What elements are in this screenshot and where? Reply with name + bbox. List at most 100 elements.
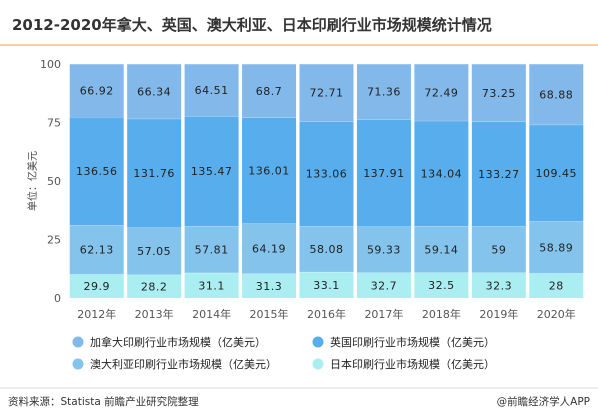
source-note: 资料来源：Statista 前瞻产业研究院整理 — [8, 395, 199, 408]
bar-segment — [184, 225, 239, 273]
legend-swatch — [312, 336, 324, 348]
data-label: 32.5 — [428, 279, 455, 292]
bar-segment — [529, 221, 584, 274]
legend-swatch — [72, 336, 84, 348]
data-label: 29.9 — [83, 280, 110, 293]
chart-title: 2012-2020年拿大、英国、澳大利亚、日本印刷行业市场规模统计情况 — [12, 16, 492, 34]
bar-segment — [414, 272, 469, 298]
bar-segment — [299, 271, 354, 298]
y-tick-label: 100 — [40, 58, 61, 71]
data-label: 32.3 — [486, 279, 513, 292]
bar-segment — [184, 116, 239, 226]
data-label: 62.13 — [80, 244, 114, 257]
data-label: 28.2 — [141, 280, 168, 293]
x-tick-label: 2014年 — [192, 307, 231, 321]
bar-segment — [471, 226, 526, 273]
bar-segment — [471, 272, 526, 298]
bar-segment — [127, 64, 182, 119]
bar-segment — [69, 225, 124, 275]
x-tick-label: 2012年 — [77, 307, 116, 321]
data-label: 72.49 — [424, 86, 458, 99]
y-tick-label: 50 — [47, 175, 61, 188]
data-label: 73.25 — [482, 87, 516, 100]
data-label: 64.19 — [252, 243, 286, 256]
data-label: 57.05 — [137, 245, 171, 258]
bar-segment — [356, 64, 411, 120]
bar-segment — [299, 226, 354, 272]
data-label: 28 — [549, 280, 564, 293]
bar-segment — [299, 64, 354, 122]
bar-segment — [356, 119, 411, 227]
bar-segment — [69, 274, 124, 298]
x-tick-label: 2018年 — [422, 307, 461, 321]
data-label: 58.08 — [310, 243, 344, 256]
bar-segment — [242, 64, 297, 118]
x-tick-label: 2015年 — [250, 307, 289, 321]
data-label: 59 — [491, 243, 506, 256]
legend-label: 加拿大印刷行业市场规模（亿美元） — [90, 335, 266, 349]
bar-segment — [127, 227, 182, 275]
y-tick-label: 25 — [47, 234, 61, 247]
bar-segment — [242, 273, 297, 298]
bar-segment — [242, 223, 297, 274]
bar-segment — [529, 273, 584, 298]
data-label: 31.1 — [198, 279, 225, 292]
data-label: 135.47 — [191, 165, 233, 178]
y-axis-label: 单位：亿美元 — [26, 151, 39, 211]
bar-segment — [184, 272, 239, 298]
bar-segment — [69, 116, 124, 226]
data-label: 109.45 — [536, 167, 578, 180]
data-label: 59.14 — [424, 243, 458, 256]
bar-segment — [69, 64, 124, 117]
bar-segment — [242, 117, 297, 224]
bar-segment — [184, 64, 239, 117]
bar-segment — [127, 274, 182, 298]
bar-segment — [299, 121, 354, 227]
data-label: 134.04 — [421, 167, 463, 180]
bar-segment — [356, 272, 411, 298]
data-label: 137.91 — [363, 167, 405, 180]
bar-segment — [356, 226, 411, 273]
legend-label: 澳大利亚印刷行业市场规模（亿美元） — [90, 357, 277, 371]
x-tick-label: 2017年 — [364, 307, 403, 321]
data-label: 64.51 — [195, 84, 229, 97]
bar-segment — [529, 64, 584, 125]
data-label: 68.88 — [539, 88, 573, 101]
x-tick-label: 2020年 — [537, 307, 576, 321]
data-label: 133.06 — [306, 168, 348, 181]
bar-segment — [471, 121, 526, 227]
legend-label: 日本印刷行业市场规模（亿美元） — [330, 357, 495, 371]
bar-segment — [414, 120, 469, 227]
data-label: 136.56 — [76, 165, 118, 178]
legend-swatch — [312, 358, 324, 370]
y-tick-label: 75 — [47, 117, 61, 130]
data-label: 32.7 — [371, 279, 398, 292]
bar-segment — [414, 64, 469, 121]
x-tick-label: 2016年 — [307, 307, 346, 321]
data-label: 33.1 — [313, 279, 340, 292]
x-tick-label: 2019年 — [479, 307, 518, 321]
bar-segment — [471, 64, 526, 122]
data-label: 57.81 — [195, 243, 229, 256]
brand-attribution: @前瞻经济学人APP — [497, 395, 590, 408]
data-label: 59.33 — [367, 244, 401, 257]
data-label: 136.01 — [248, 165, 290, 178]
legend-label: 英国印刷行业市场规模（亿美元） — [330, 335, 495, 349]
bar-segment — [529, 124, 584, 222]
data-label: 133.27 — [478, 168, 520, 181]
bar-segment — [414, 226, 469, 273]
data-label: 71.36 — [367, 86, 401, 99]
x-tick-label: 2013年 — [135, 307, 174, 321]
data-label: 72.71 — [310, 87, 344, 100]
data-label: 66.92 — [80, 84, 114, 97]
data-label: 66.34 — [137, 85, 171, 98]
bar-segment — [127, 118, 182, 228]
data-label: 131.76 — [133, 167, 175, 180]
data-label: 58.89 — [539, 241, 573, 254]
y-tick-label: 0 — [54, 292, 61, 305]
data-label: 68.7 — [256, 85, 283, 98]
data-label: 31.3 — [256, 280, 283, 293]
legend-swatch — [72, 358, 84, 370]
